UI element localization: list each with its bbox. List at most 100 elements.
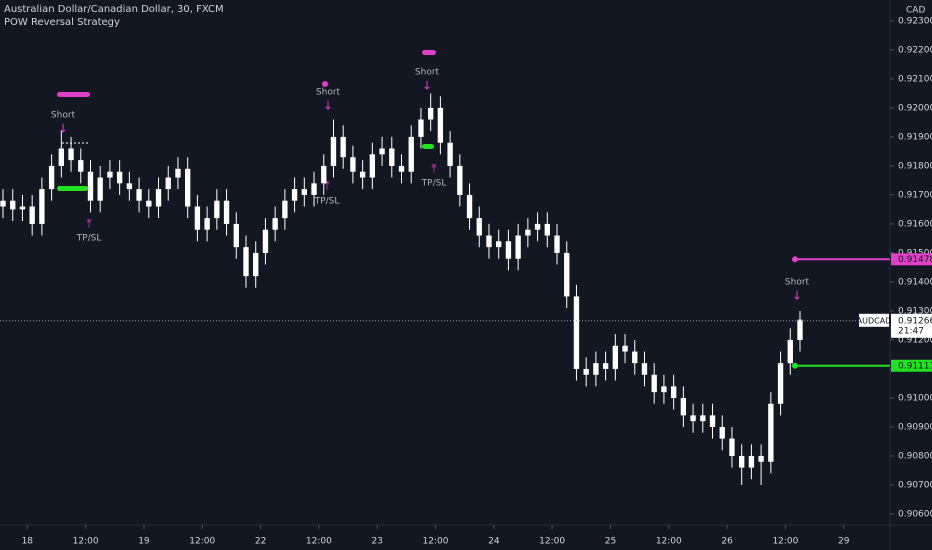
candle-body xyxy=(155,189,162,207)
countdown-label: 21:47 xyxy=(898,326,924,336)
y-tick-label: 0.92100 xyxy=(898,74,932,84)
candle-body xyxy=(97,177,103,201)
level-box xyxy=(891,253,932,266)
candle-body xyxy=(525,229,531,236)
y-tick-label: 0.91200 xyxy=(898,335,932,345)
exit-label: TP/SL xyxy=(314,197,340,207)
signal-label: Short xyxy=(785,278,810,288)
exit-arrow: ⤒ xyxy=(431,162,437,176)
short-arrow: ↓ xyxy=(792,289,802,303)
candle-body xyxy=(593,363,599,375)
candle-body xyxy=(48,165,55,190)
candle-body xyxy=(253,252,259,277)
y-tick-label: 0.90900 xyxy=(898,422,932,432)
short-arrow: ↓ xyxy=(58,122,68,136)
candle-body xyxy=(107,171,113,178)
candle-body xyxy=(797,319,803,340)
candle-body xyxy=(58,148,65,166)
candle-body xyxy=(457,165,463,195)
candle-body xyxy=(583,368,589,375)
candle-body xyxy=(0,200,6,207)
candle-body xyxy=(262,229,269,253)
y-tick-label: 0.91300 xyxy=(898,306,932,316)
exit-label: TP/SL xyxy=(76,234,102,244)
x-tick-label: 12:00 xyxy=(656,537,682,547)
level-dot xyxy=(792,256,798,263)
candle-body xyxy=(379,148,385,155)
candle-body xyxy=(787,339,793,364)
candle-body xyxy=(515,235,521,259)
candle-body xyxy=(612,345,619,369)
candle-body xyxy=(447,142,453,166)
x-tick-label: 25 xyxy=(605,537,616,547)
y-tick-label: 0.92200 xyxy=(898,45,932,55)
candle-body xyxy=(272,218,278,230)
candle-body xyxy=(739,455,745,468)
candle-body xyxy=(408,136,414,172)
y-tick-label: 0.91600 xyxy=(898,219,932,229)
candle-body xyxy=(350,157,356,172)
candle-body xyxy=(641,363,648,375)
candle-body xyxy=(534,223,541,230)
candle-body xyxy=(39,189,45,224)
candle-body xyxy=(466,194,473,219)
candle-body xyxy=(748,455,755,468)
y-tick-label: 0.91000 xyxy=(898,393,932,403)
axis-unit: CAD xyxy=(906,6,925,16)
candle-body xyxy=(486,235,492,248)
y-tick-label: 0.92300 xyxy=(898,16,932,26)
candle-body xyxy=(661,386,667,393)
candle-body xyxy=(496,241,502,248)
candle-body xyxy=(768,403,774,462)
signal-label: Short xyxy=(316,88,341,98)
x-tick-label: 23 xyxy=(371,537,382,547)
level-box xyxy=(891,359,932,372)
level-label: 0.91111 xyxy=(898,361,932,371)
candle-body xyxy=(243,247,249,277)
x-tick-label: 29 xyxy=(838,537,850,547)
candle-body xyxy=(175,168,181,178)
candle-body xyxy=(321,165,327,184)
exit-arrow: ⤒ xyxy=(86,217,92,231)
x-tick-label: 12:00 xyxy=(539,537,565,547)
candle-body xyxy=(505,241,512,259)
exit-arrow: ⤒ xyxy=(324,179,330,193)
x-tick-label: 12:00 xyxy=(189,537,215,547)
signal-label: Short xyxy=(51,111,76,121)
x-tick-label: 12:00 xyxy=(306,537,332,547)
signal-label: Short xyxy=(415,68,440,78)
candle-body xyxy=(29,206,35,224)
y-tick-label: 0.90700 xyxy=(898,480,932,490)
y-tick-label: 0.91800 xyxy=(898,161,932,171)
entry-zone xyxy=(57,92,90,97)
candle-body xyxy=(369,154,376,178)
y-tick-label: 0.91700 xyxy=(898,190,932,200)
candle-body xyxy=(729,438,735,456)
candle-body xyxy=(340,136,346,158)
short-arrow: ↓ xyxy=(422,79,432,93)
chart-title: Australian Dollar/Canadian Dollar, 30, F… xyxy=(4,4,224,15)
entry-zone xyxy=(422,50,436,55)
candle-body xyxy=(282,200,288,219)
candle-body xyxy=(573,296,580,369)
candle-body xyxy=(223,200,230,224)
candle-body xyxy=(544,223,550,236)
candle-body xyxy=(185,168,191,207)
candle-body xyxy=(359,171,366,178)
target-zone xyxy=(422,144,434,149)
candle-body xyxy=(719,426,725,439)
candle-body xyxy=(418,119,424,137)
entry-dot xyxy=(322,81,328,87)
candle-body xyxy=(680,397,687,416)
y-tick-label: 0.90800 xyxy=(898,451,932,461)
candle-body xyxy=(136,189,142,201)
y-tick-label: 0.91900 xyxy=(898,132,932,142)
candle-body xyxy=(194,206,201,230)
candle-body xyxy=(437,107,444,143)
x-tick-label: 22 xyxy=(255,537,266,547)
candle-body xyxy=(476,218,482,236)
candles xyxy=(0,93,803,485)
x-tick-label: 12:00 xyxy=(423,537,449,547)
